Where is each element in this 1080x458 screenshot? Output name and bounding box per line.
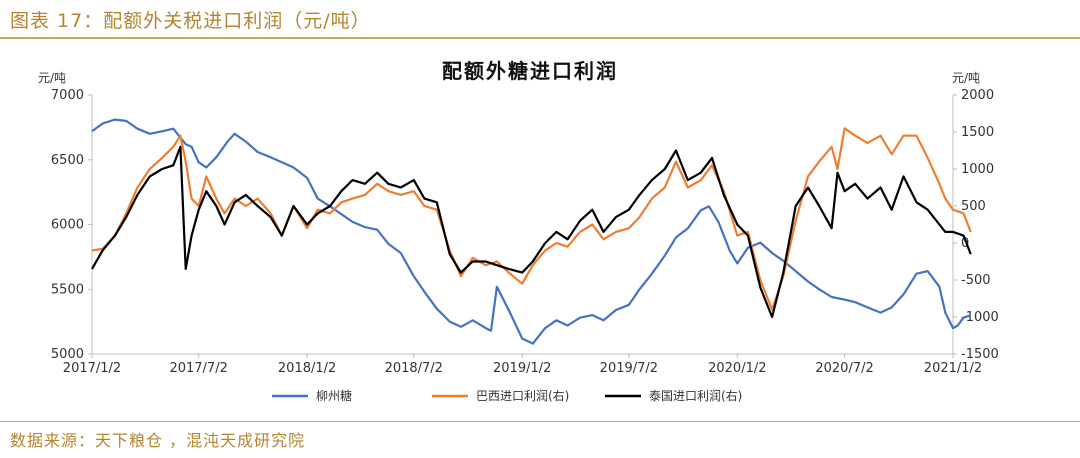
right-tick-label: -1000 bbox=[961, 310, 999, 325]
source-note: 数据来源：天下粮仓 ，混沌天成研究院 bbox=[10, 431, 306, 450]
axes-group: 5000 5500 6000 6500 7000 -1500 -1000 -500 0 500 10… bbox=[51, 88, 999, 376]
x-tick-label: 2020/1/2 bbox=[708, 361, 766, 376]
left-tick-label: 6500 bbox=[51, 153, 84, 168]
x-tick-label: 2019/1/2 bbox=[493, 361, 551, 376]
chart-title: 配额外糖进口利润 bbox=[442, 59, 618, 83]
figure-caption: 图表 17：配额外关税进口利润（元/吨） bbox=[10, 10, 371, 32]
legend-label-1: 巴西进口利润(右) bbox=[476, 388, 569, 403]
series-line-2 bbox=[91, 145, 972, 319]
left-axis-unit: 元/吨 bbox=[38, 71, 66, 85]
legend-label-0: 柳州糖 bbox=[316, 388, 352, 403]
x-tick-label: 2021/1/2 bbox=[924, 361, 982, 376]
x-tick-label: 2017/1/2 bbox=[63, 361, 121, 376]
x-tick-label: 2018/7/2 bbox=[385, 361, 443, 376]
x-tick-label: 2019/7/2 bbox=[600, 361, 658, 376]
left-tick-label: 5500 bbox=[51, 282, 84, 297]
left-tick-label: 6000 bbox=[51, 218, 84, 233]
right-tick-label: 1000 bbox=[961, 162, 994, 177]
left-tick-label: 5000 bbox=[51, 347, 84, 362]
right-tick-label: 2000 bbox=[961, 88, 994, 103]
series-line-1 bbox=[91, 127, 972, 311]
left-tick-label: 7000 bbox=[51, 88, 84, 103]
top-rule bbox=[0, 37, 1080, 39]
bottom-rule bbox=[0, 421, 1080, 422]
right-tick-label: 1500 bbox=[961, 125, 994, 140]
right-tick-label: -1500 bbox=[961, 347, 999, 362]
x-tick-label: 2018/1/2 bbox=[278, 361, 336, 376]
legend-label-2: 泰国进口利润(右) bbox=[649, 388, 742, 403]
x-tick-label: 2020/7/2 bbox=[815, 361, 873, 376]
chart-legend: 柳州糖 巴西进口利润(右) 泰国进口利润(右) bbox=[272, 388, 742, 403]
series-line-0 bbox=[91, 118, 972, 345]
right-tick-label: -500 bbox=[961, 273, 991, 288]
right-tick-label: 0 bbox=[961, 236, 969, 251]
line-chart: 配额外糖进口利润 元/吨 元/吨 50005500600065007000-15… bbox=[38, 59, 999, 403]
right-axis-unit: 元/吨 bbox=[952, 71, 980, 85]
right-tick-label: 500 bbox=[961, 199, 986, 214]
x-tick-label: 2017/7/2 bbox=[169, 361, 227, 376]
series-lines bbox=[91, 118, 972, 345]
